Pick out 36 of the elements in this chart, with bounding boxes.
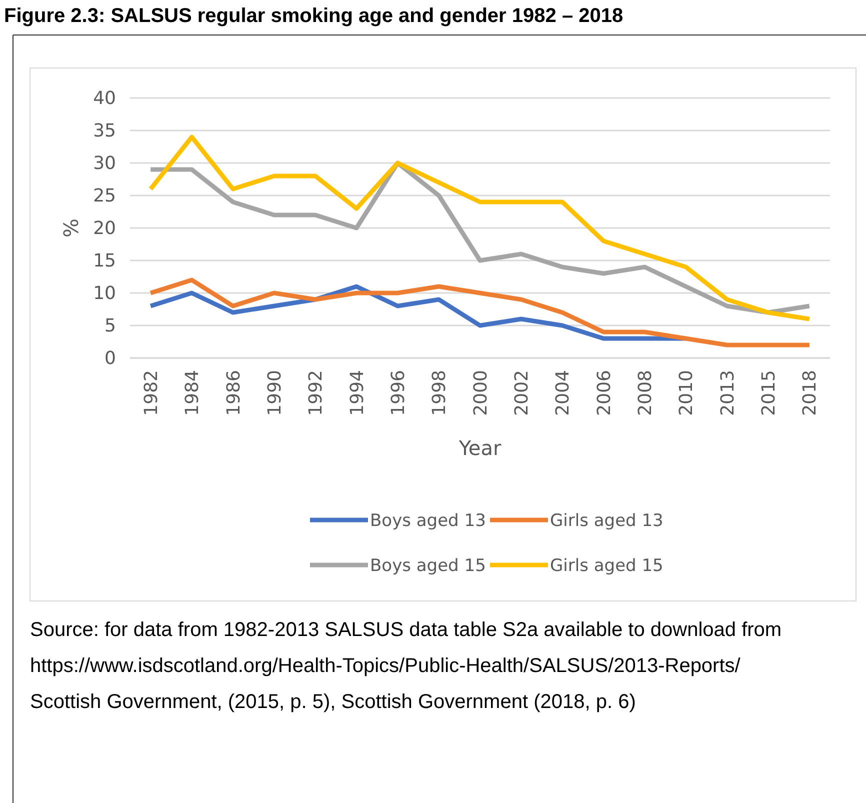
x-tick-label: 2002 xyxy=(511,370,532,416)
y-tick-label: 40 xyxy=(93,88,116,109)
legend-label: Boys aged 15 xyxy=(370,556,486,576)
y-tick-label: 30 xyxy=(93,152,116,174)
x-tick-label: 2015 xyxy=(758,370,780,416)
text: Scottish Government, (2015, p. 5), Scottish Government (2018, p. 6) xyxy=(30,690,637,715)
legend-label: Boys aged 13 xyxy=(370,510,486,531)
x-tick-label: 2010 xyxy=(676,370,698,416)
x-tick-label: 1986 xyxy=(223,370,244,416)
x-tick-label: 1990 xyxy=(264,370,286,416)
x-tick-label: 1996 xyxy=(388,370,409,416)
x-tick-label: 2006 xyxy=(594,370,615,416)
x-axis-title: Year xyxy=(458,436,502,460)
y-tick-label: 10 xyxy=(93,282,116,304)
y-tick-label: 5 xyxy=(104,315,116,336)
y-tick-label: 25 xyxy=(93,185,116,206)
legend-label: Girls aged 15 xyxy=(550,556,664,576)
legend-label: Girls aged 13 xyxy=(550,510,664,531)
x-tick-label: 1992 xyxy=(306,370,327,416)
x-tick-label: 1984 xyxy=(182,370,204,416)
y-tick-label: 20 xyxy=(93,218,116,239)
source-note: Source: for data from 1982-2013 SALSUS data table S2a available to download from https://www.isdscotland.org/Health-Topics/Public-Health/SALSUS/2013-Reports/ xyxy=(30,618,783,679)
y-axis-title: % xyxy=(59,218,83,238)
x-tick-label: 2008 xyxy=(635,370,656,416)
y-tick-label: 35 xyxy=(93,120,116,142)
x-tick-label: 2018 xyxy=(800,370,821,416)
x-tick-label: 2013 xyxy=(717,370,738,416)
x-tick-label: 1998 xyxy=(429,370,450,416)
x-tick-label: 1994 xyxy=(346,370,368,416)
x-tick-label: 1982 xyxy=(140,370,162,416)
line-series xyxy=(148,134,812,322)
x-tick-label: 2000 xyxy=(470,370,492,416)
chart-title: Figure 2.3: SALSUS regular smoking age and gender 1982 – 2018 xyxy=(4,5,624,27)
x-tick-label: 2004 xyxy=(552,370,574,416)
y-tick-label: 0 xyxy=(104,348,116,369)
y-tick-label: 15 xyxy=(93,250,116,272)
